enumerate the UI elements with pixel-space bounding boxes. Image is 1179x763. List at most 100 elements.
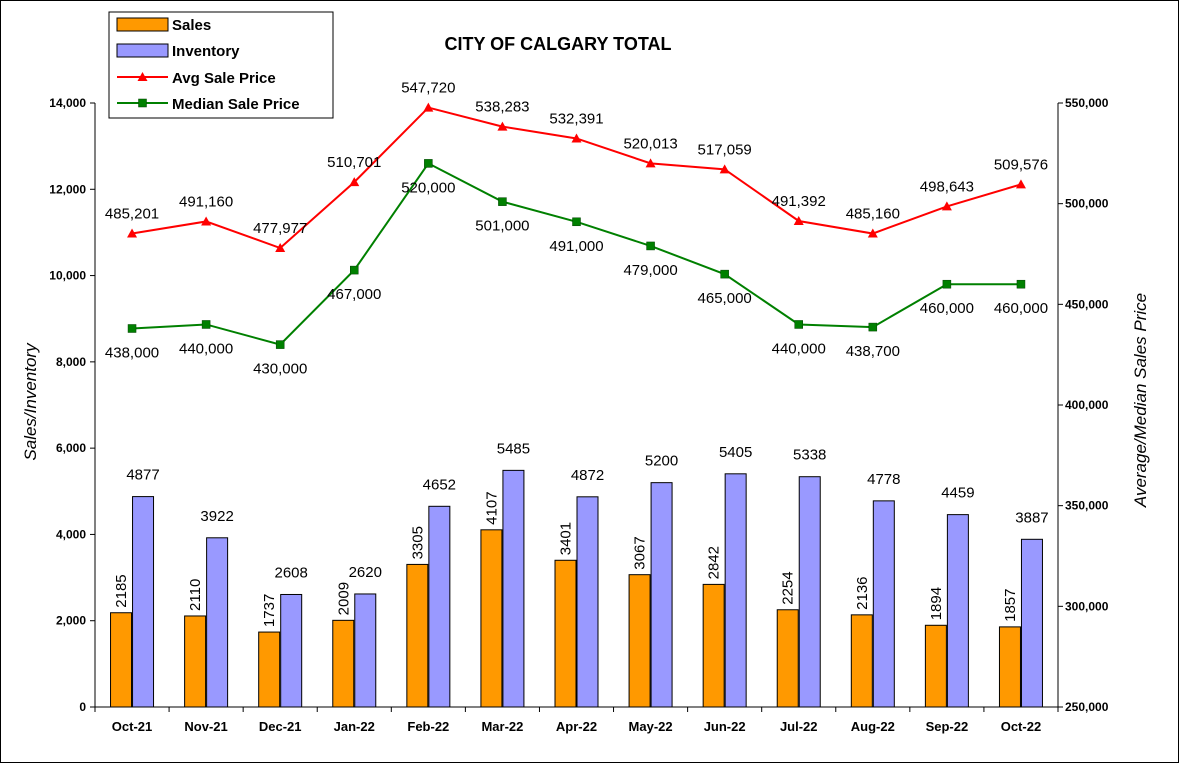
sales-bar	[332, 619, 355, 708]
sales-bar	[924, 624, 947, 708]
x-tick-label: Jun-22	[704, 719, 746, 734]
sales-data-label: 1894	[928, 587, 945, 620]
median-price-data-label: 440,000	[772, 340, 826, 357]
legend-sales-label: Sales	[172, 17, 211, 34]
inventory-data-label: 5200	[645, 453, 678, 470]
avg-price-data-label: 520,013	[623, 135, 677, 152]
y-right-tick-label: 550,000	[1065, 96, 1109, 110]
median-price-data-label: 491,000	[549, 238, 603, 255]
sales-bar	[998, 626, 1021, 708]
avg-price-data-label: 477,977	[253, 220, 307, 237]
median-price-marker	[1016, 279, 1026, 289]
median-price-marker	[868, 322, 878, 332]
median-price-marker	[794, 320, 803, 329]
y-right-tick-label: 500,000	[1065, 197, 1109, 211]
avg-price-marker	[867, 228, 878, 238]
legend-avg-label: Avg Sale Price	[172, 70, 276, 87]
sales-data-label: 2185	[113, 574, 130, 607]
inventory-data-label: 4778	[867, 471, 900, 488]
inventory-data-label: 3922	[200, 508, 233, 525]
inventory-data-label: 2620	[349, 564, 382, 581]
y-right-tick-label: 350,000	[1065, 499, 1109, 513]
sales-data-label: 3305	[409, 526, 426, 559]
median-price-data-label: 479,000	[623, 262, 677, 279]
legend-inventory-label: Inventory	[172, 43, 240, 60]
sales-data-label: 2110	[187, 579, 204, 611]
avg-price-marker	[1015, 179, 1026, 189]
avg-price-data-label: 510,701	[327, 154, 381, 171]
sales-bar	[850, 614, 873, 708]
sales-bar	[702, 583, 725, 708]
sales-bar	[184, 615, 207, 708]
x-tick-label: Oct-21	[112, 719, 152, 734]
inventory-data-label: 5405	[719, 444, 752, 461]
inventory-bar	[428, 505, 451, 708]
inventory-bar	[798, 476, 821, 708]
median-price-marker	[424, 159, 433, 168]
median-price-marker	[498, 197, 507, 206]
plot-area: 0 2,000 4,000 6,000 8,000 10,000 12,000 14,000 2…	[49, 80, 1108, 734]
avg-price-marker	[719, 164, 730, 174]
avg-price-data-label: 491,392	[772, 193, 826, 210]
y-right-tick-label: 450,000	[1065, 297, 1109, 311]
median-price-marker	[646, 241, 655, 251]
avg-price-marker	[349, 177, 360, 187]
sales-data-label: 2009	[335, 582, 352, 615]
avg-price-marker	[275, 243, 286, 253]
avg-price-marker	[645, 158, 656, 168]
y-left-axis-title: Sales/Inventory	[21, 342, 40, 461]
avg-price-marker	[571, 133, 582, 143]
legend-median-marker	[138, 98, 147, 108]
avg-price-marker	[423, 102, 434, 112]
legend-inventory-swatch	[116, 43, 169, 58]
inventory-data-label: 5338	[793, 447, 826, 464]
sales-data-label: 2136	[854, 576, 871, 609]
inventory-bar	[1020, 538, 1043, 708]
inventory-data-label: 4872	[571, 467, 604, 484]
median-price-data-label: 440,000	[179, 340, 233, 357]
median-price-data-label: 438,000	[105, 344, 159, 361]
inventory-data-label: 3887	[1015, 509, 1048, 526]
avg-price-marker	[127, 228, 138, 238]
sales-bar	[554, 559, 577, 708]
chart-title: CITY OF CALGARY TOTAL	[444, 34, 671, 54]
x-tick-label: Apr-22	[556, 719, 597, 734]
legend: Sales Inventory Avg Sale Price Median Sa…	[108, 11, 334, 119]
sales-bar	[776, 609, 799, 708]
inventory-bar	[576, 496, 599, 708]
y-right-tick-label: 400,000	[1065, 398, 1109, 412]
y-left-tick-label: 2,000	[56, 614, 86, 628]
median-price-marker	[572, 217, 581, 227]
sales-data-label: 1857	[1002, 589, 1019, 622]
y-left-tick-label: 0	[79, 700, 86, 714]
median-price-marker	[942, 279, 952, 289]
avg-price-marker	[497, 121, 508, 131]
x-tick-label: Mar-22	[481, 719, 523, 734]
inventory-bar	[650, 482, 673, 708]
x-tick-label: May-22	[629, 719, 673, 734]
x-tick-label: Oct-22	[1001, 719, 1041, 734]
avg-price-data-label: 498,643	[920, 178, 974, 195]
median-price-marker	[350, 265, 359, 275]
x-tick-label: Sep-22	[926, 719, 969, 734]
sales-data-label: 2254	[780, 571, 797, 604]
sales-data-label: 3067	[632, 536, 649, 569]
inventory-bar	[724, 473, 747, 708]
median-price-data-label: 465,000	[698, 290, 752, 307]
inventory-data-label: 2608	[275, 564, 308, 581]
avg-price-data-label: 509,576	[994, 156, 1048, 173]
avg-price-data-label: 491,160	[179, 193, 233, 210]
inventory-data-label: 4459	[941, 485, 974, 502]
inventory-bar	[502, 469, 525, 708]
x-tick-label: Feb-22	[407, 719, 449, 734]
avg-price-marker	[941, 201, 952, 211]
inventory-data-label: 4877	[126, 467, 159, 484]
y-left-tick-label: 6,000	[56, 441, 86, 455]
avg-price-marker	[201, 216, 212, 226]
inventory-bar	[946, 514, 969, 708]
median-price-marker	[127, 324, 137, 333]
median-price-marker	[201, 320, 211, 329]
median-price-data-label: 520,000	[401, 179, 455, 196]
avg-price-data-label: 538,283	[475, 99, 529, 116]
sales-data-label: 2842	[706, 546, 723, 579]
